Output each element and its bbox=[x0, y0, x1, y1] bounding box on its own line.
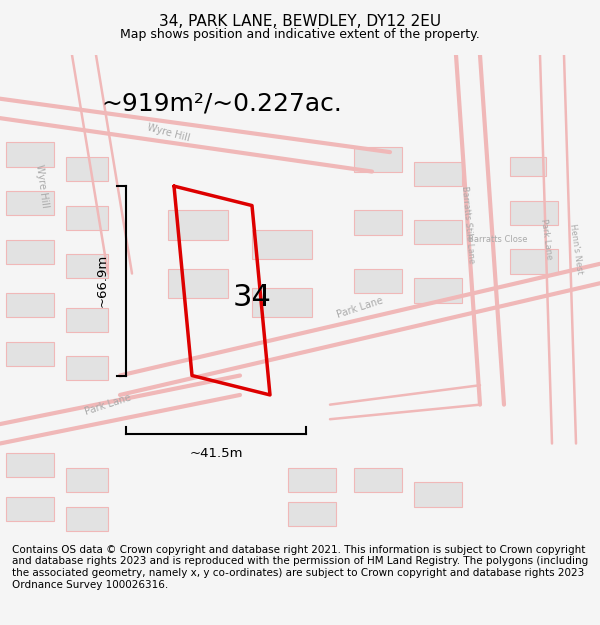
Bar bbox=[66, 507, 108, 531]
Text: Contains OS data © Crown copyright and database right 2021. This information is : Contains OS data © Crown copyright and d… bbox=[12, 545, 588, 589]
Bar bbox=[414, 220, 462, 244]
Bar bbox=[6, 142, 54, 167]
Bar bbox=[6, 239, 54, 264]
Bar bbox=[252, 230, 312, 259]
Bar bbox=[288, 468, 336, 492]
Text: 34, PARK LANE, BEWDLEY, DY12 2EU: 34, PARK LANE, BEWDLEY, DY12 2EU bbox=[159, 14, 441, 29]
Bar bbox=[354, 211, 402, 234]
Text: Map shows position and indicative extent of the property.: Map shows position and indicative extent… bbox=[120, 28, 480, 41]
Bar bbox=[354, 269, 402, 293]
Text: ~66.9m: ~66.9m bbox=[95, 254, 109, 308]
Text: ~41.5m: ~41.5m bbox=[189, 447, 243, 460]
Bar bbox=[288, 502, 336, 526]
Text: Barratts Stile Lane: Barratts Stile Lane bbox=[460, 186, 476, 264]
Bar bbox=[510, 249, 558, 274]
Bar bbox=[6, 191, 54, 215]
Text: Barratts Close: Barratts Close bbox=[468, 235, 528, 244]
Bar bbox=[168, 269, 228, 298]
Bar bbox=[252, 288, 312, 318]
Bar bbox=[6, 453, 54, 478]
Text: ~919m²/~0.227ac.: ~919m²/~0.227ac. bbox=[101, 91, 343, 116]
Bar bbox=[168, 211, 228, 239]
Bar bbox=[354, 468, 402, 492]
Bar bbox=[510, 201, 558, 225]
Bar bbox=[510, 157, 546, 176]
Text: Park Lane: Park Lane bbox=[539, 219, 553, 261]
Text: Henn's Nest: Henn's Nest bbox=[568, 223, 584, 275]
Bar bbox=[414, 162, 462, 186]
Bar bbox=[66, 254, 108, 278]
Bar bbox=[66, 356, 108, 381]
Bar bbox=[6, 497, 54, 521]
Text: Wyre Hill: Wyre Hill bbox=[146, 122, 190, 143]
Bar bbox=[66, 206, 108, 230]
Text: Wyre Hill: Wyre Hill bbox=[34, 164, 50, 209]
Bar bbox=[414, 278, 462, 302]
Bar bbox=[66, 157, 108, 181]
Text: Park Lane: Park Lane bbox=[335, 296, 385, 320]
Bar bbox=[66, 468, 108, 492]
Bar bbox=[6, 341, 54, 366]
Text: Park Lane: Park Lane bbox=[83, 392, 133, 417]
Text: 34: 34 bbox=[233, 283, 271, 312]
Bar bbox=[66, 308, 108, 332]
Bar bbox=[354, 148, 402, 171]
Bar bbox=[6, 293, 54, 318]
Bar bbox=[414, 482, 462, 507]
